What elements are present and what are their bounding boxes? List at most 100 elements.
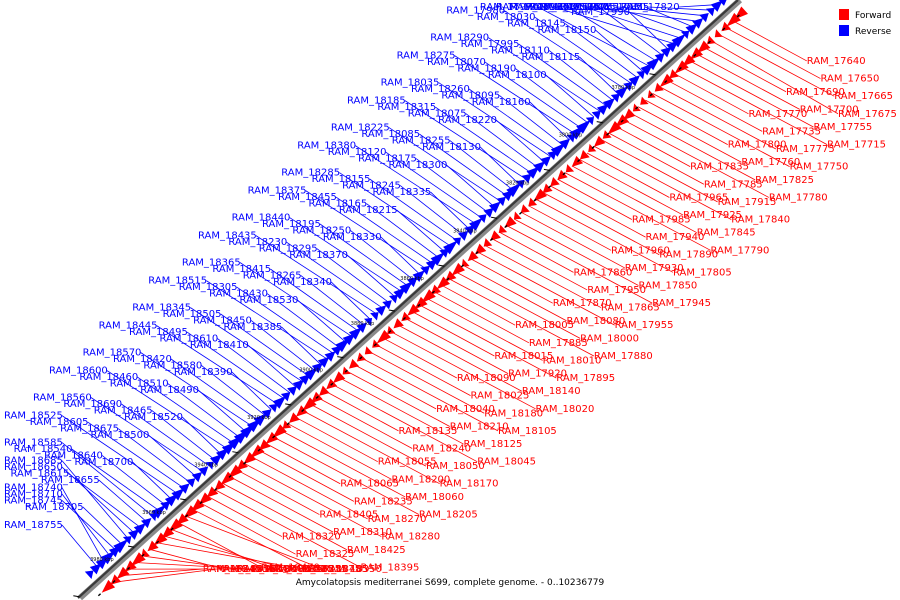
- forward-leader-line: [419, 304, 557, 379]
- reverse-gene-label: RAM_18710: [4, 489, 63, 500]
- forward-leader-line: [601, 139, 718, 203]
- forward-gene-label: RAM_17960: [611, 245, 670, 256]
- strip-mark: [431, 290, 436, 294]
- reverse-gene-arrow: [425, 259, 438, 271]
- strip-mark: [606, 132, 610, 136]
- reverse-leader-line: [515, 68, 588, 123]
- reverse-leader-line: [289, 217, 402, 292]
- forward-gene-arrow: [250, 444, 265, 459]
- reverse-gene-label: RAM_18585: [4, 438, 63, 449]
- forward-gene-label: RAM_17770: [748, 109, 807, 120]
- reverse-leader-line: [247, 344, 297, 388]
- forward-leader-line: [324, 390, 399, 432]
- forward-leader-line: [120, 568, 203, 577]
- forward-leader-line: [718, 33, 835, 97]
- reverse-leader-line: [217, 338, 290, 393]
- strip-mark: [388, 330, 392, 334]
- axis-tick: [438, 264, 445, 267]
- reverse-gene-label: RAM_18385: [223, 322, 282, 333]
- forward-leader-line: [302, 410, 440, 485]
- reverse-leader-line: [339, 172, 452, 247]
- reverse-leader-line: [587, 6, 700, 22]
- reverse-leader-line: [181, 416, 222, 455]
- forward-leader-line: [346, 370, 450, 427]
- reverse-gene-label: RAM_17815: [530, 2, 589, 13]
- forward-gene-arrow: [349, 358, 360, 369]
- forward-gene-arrow: [467, 250, 479, 262]
- reverse-leader-line: [430, 191, 471, 230]
- strip-mark: [707, 40, 711, 44]
- reverse-leader-line: [553, 6, 675, 45]
- reverse-leader-line: [61, 466, 135, 534]
- axis-tick: [180, 498, 187, 501]
- strip-mark: [97, 593, 102, 597]
- forward-gene-arrow: [376, 329, 391, 344]
- forward-gene-arrow: [272, 424, 287, 439]
- forward-gene-label: RAM_18485: [309, 564, 368, 575]
- reverse-gene-label: RAM_18160: [472, 97, 531, 108]
- reverse-gene-arrow: [660, 46, 672, 58]
- axis-tick-label: 3880 kbp: [351, 321, 375, 327]
- reverse-leader-line: [316, 248, 390, 303]
- reverse-gene-arrow: [540, 156, 551, 167]
- reverse-leader-line: [438, 82, 551, 157]
- forward-leader-line: [200, 502, 296, 555]
- reverse-gene-label: RAM_17820: [621, 2, 680, 13]
- forward-leader-line: [251, 456, 368, 520]
- reverse-gene-label: RAM_17855: [590, 2, 649, 13]
- reverse-leader-line: [404, 100, 526, 180]
- forward-leader-line: [499, 231, 574, 273]
- reverse-gene-label: RAM_18345: [132, 303, 191, 314]
- reverse-gene-label: RAM_18580: [143, 360, 202, 371]
- forward-gene-label: RAM_17850: [638, 281, 697, 292]
- strip-mark: [417, 303, 421, 307]
- forward-gene-arrow: [483, 238, 493, 247]
- reverse-gene-label: RAM_18495: [129, 327, 188, 338]
- forward-gene-label: RAM_18200: [391, 474, 450, 485]
- forward-gene-arrow: [498, 224, 508, 233]
- forward-gene-label: RAM_17715: [827, 140, 886, 151]
- reverse-leader-line: [446, 164, 495, 208]
- forward-gene-label: RAM_18205: [419, 510, 478, 521]
- forward-leader-line: [616, 126, 691, 168]
- axis-tick-label: 3920 kbp: [247, 415, 271, 421]
- forward-gene-label: RAM_18355: [289, 564, 348, 575]
- axis-tick-label: 3780 kbp: [612, 85, 636, 91]
- reverse-gene-label: RAM_18370: [289, 250, 348, 261]
- reverse-leader-line: [61, 493, 111, 557]
- reverse-leader-line: [584, 6, 681, 39]
- reverse-gene-label: RAM_18650: [4, 462, 63, 473]
- forward-gene-label: RAM_18080: [566, 316, 625, 327]
- forward-gene-label: RAM_18235: [354, 496, 413, 507]
- reverse-gene-label: RAM_17875: [526, 2, 585, 13]
- reverse-leader-line: [266, 293, 340, 348]
- forward-leader-line: [543, 192, 660, 256]
- reverse-leader-line: [281, 326, 322, 365]
- forward-leader-line: [564, 172, 711, 251]
- reverse-gene-label: RAM_18515: [148, 276, 207, 287]
- reverse-gene-arrow: [84, 570, 94, 579]
- reverse-gene-arrow: [216, 448, 229, 461]
- forward-leader-line: [287, 423, 392, 480]
- forward-gene-label: RAM_17840: [731, 214, 790, 225]
- forward-gene-label: RAM_18125: [464, 439, 523, 450]
- genome-axis: [77, 0, 743, 600]
- reverse-gene-label: RAM_18445: [99, 321, 158, 332]
- reverse-gene-label: RAM_18605: [30, 417, 89, 428]
- forward-leader-line: [171, 529, 275, 570]
- reverse-gene-label: RAM_18500: [91, 430, 150, 441]
- reverse-leader-line: [61, 500, 117, 551]
- forward-leader-line: [470, 258, 553, 304]
- forward-gene-arrow: [236, 459, 248, 471]
- forward-leader-line: [411, 311, 495, 357]
- reverse-gene-arrow: [268, 403, 278, 413]
- forward-leader-line: [732, 20, 807, 62]
- forward-gene-label: RAM_18325: [296, 549, 355, 560]
- forward-leader-line: [550, 185, 646, 238]
- forward-gene-arrow: [265, 431, 279, 444]
- reverse-gene-label: RAM_18465: [94, 405, 153, 416]
- reverse-gene-arrow: [185, 478, 196, 488]
- reverse-gene-label: RAM_18685: [4, 456, 63, 467]
- reverse-gene-arrow: [356, 322, 368, 333]
- reverse-gene-arrow: [685, 23, 698, 35]
